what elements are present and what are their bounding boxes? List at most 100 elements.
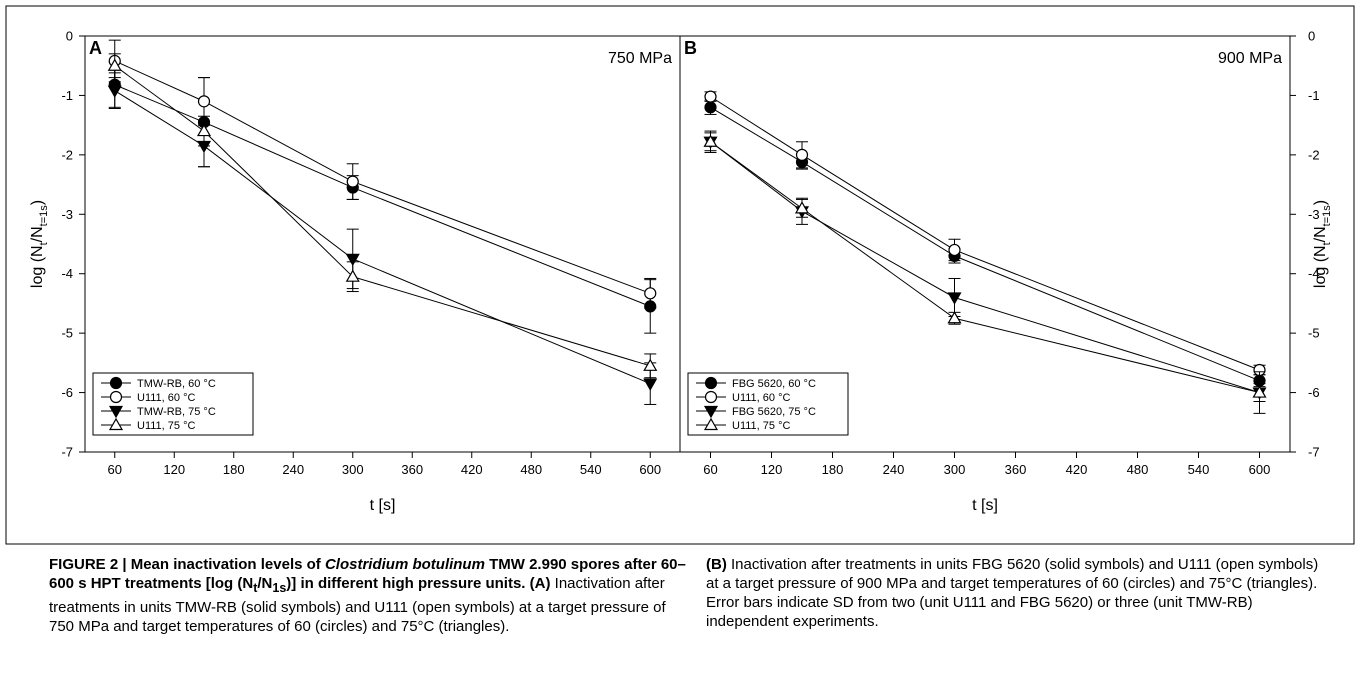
figure-frame (5, 5, 1355, 545)
panel-b-y-tick-label: -7 (1308, 445, 1320, 460)
panel-a-marker (345, 253, 360, 267)
panel-b-marker (703, 417, 719, 431)
panel-b-series-0 (704, 99, 1266, 388)
panel-a-y-axis-label-part: ) (29, 200, 46, 205)
panel-b-x-tick-label: 480 (1127, 462, 1149, 477)
caption-figure-label: FIGURE 2 | (49, 556, 131, 573)
panel-a-marker (107, 58, 122, 71)
panel-a-x-tick-label: 600 (639, 462, 661, 477)
caption-left: FIGURE 2 | Mean inactivation levels of C… (49, 555, 689, 636)
panel-b-series-2 (703, 130, 1267, 402)
panel-b-series-line (710, 141, 1260, 394)
panel-a-legend-label: TMW-RB, 75 °C (137, 406, 216, 418)
panel-b-y-tick-label: -4 (1308, 266, 1320, 281)
panel-b-x-tick-label: 420 (1066, 462, 1088, 477)
panel-b-y-tick-label: 0 (1308, 29, 1315, 44)
panel-b-marker (703, 134, 718, 147)
panel-a-y-tick-label: -6 (61, 385, 73, 400)
panel-b-y-tick-label: -2 (1308, 147, 1320, 162)
panel-a-y-tick-label: -3 (61, 207, 73, 222)
panel-b-marker (947, 292, 962, 305)
panel-b-marker (947, 311, 962, 324)
panel-a-y-axis-label-part: t=1s (38, 205, 50, 227)
panel-a-marker (346, 175, 359, 188)
caption-title-c: /N (257, 575, 273, 592)
panel-b-y-tick-label: -5 (1308, 326, 1320, 341)
panel-a-marker (197, 95, 211, 108)
panel-b-plot-frame (679, 35, 1291, 453)
panel-a-panel-label: A (89, 38, 102, 58)
panel-b-marker (794, 201, 810, 214)
panel-a-y-axis-label: log (Nt/Nt=1s) (29, 200, 50, 288)
panel-a-x-tick-label: 60 (108, 462, 122, 477)
panel-a-y-axis-label-part: t (38, 242, 50, 245)
caption-title-d: )] in different high pressure units. (286, 575, 526, 592)
panel-b-legend: FBG 5620, 60 °C U111, 60 °C FBG 5620, 75 °… (687, 372, 849, 436)
panel-a-series-line (114, 90, 651, 385)
caption-panel-a-label: (A) (525, 575, 551, 592)
panel-b-marker (704, 101, 717, 114)
panel-a-x-tick-label: 120 (163, 462, 185, 477)
panel-b-x-axis-label: t [s] (972, 497, 998, 514)
panel-b-pressure-annotation: 900 MPa (1218, 50, 1282, 67)
panel-b-y-axis-label-part: ) (1312, 200, 1329, 205)
panel-a-marker (644, 287, 657, 300)
panel-b-marker (703, 405, 719, 419)
panel-b-y-tick-label: -6 (1308, 385, 1320, 400)
panel-a-series-line (114, 84, 651, 307)
panel-b-series-1 (704, 90, 1266, 377)
panel-a-x-tick-label: 540 (580, 462, 602, 477)
caption-species: Clostridium botulinum (324, 556, 485, 573)
panel-b-marker (704, 90, 717, 103)
panel-a-pressure-annotation: 750 MPa (608, 50, 672, 67)
panel-a-x-axis-label: t [s] (370, 497, 396, 514)
panel-a-marker (108, 405, 124, 419)
panel-b-legend-label: U111, 75 °C (732, 420, 790, 432)
panel-a-x-tick-label: 480 (520, 462, 542, 477)
panel-a-marker (196, 123, 212, 137)
panel-a-marker (345, 269, 360, 282)
caption-title-b: TMW 2.990 spores after 60–600 s HPT trea… (49, 556, 686, 592)
panel-a-x-tick-label: 300 (342, 462, 364, 477)
panel-a-legend-label: U111, 75 °C (137, 420, 195, 432)
panel-b-x-tick-label: 600 (1249, 462, 1271, 477)
caption-sub-1s: 1s (272, 581, 287, 595)
panel-b-legend-label: U111, 60 °C (732, 392, 790, 404)
panel-b-marker (704, 376, 718, 390)
panel-b-series-3 (703, 132, 1267, 414)
panel-a-marker (643, 378, 658, 391)
panel-a-series-line (114, 65, 651, 367)
caption-panel-b-text: Inactivation after treatments in units F… (706, 556, 1319, 630)
panel-a-marker (109, 376, 123, 390)
panel-b-y-axis-label-part: t=1s (1321, 205, 1333, 227)
panel-a-x-tick-label: 180 (223, 462, 245, 477)
panel-a-legend-label: U111, 60 °C (137, 392, 195, 404)
panel-a-series-3 (107, 53, 658, 379)
panel-a-y-tick-label: -1 (61, 88, 73, 103)
panel-a-y-tick-label: -4 (61, 266, 73, 281)
panel-b-marker (795, 148, 809, 161)
panel-a-marker (108, 417, 124, 431)
panel-a-x-tick-label: 420 (461, 462, 483, 477)
panel-b-x-tick-label: 120 (761, 462, 783, 477)
panel-a-y-axis-label-part: log (N (29, 245, 46, 288)
panel-b-legend-label: FBG 5620, 60 °C (732, 378, 816, 390)
panel-b-y-axis-label: log (Nt/Nt=1s) (1312, 200, 1333, 288)
panel-a-y-tick-label: -5 (61, 326, 73, 341)
panel-b-marker (704, 390, 718, 404)
panel-a-x-tick-label: 240 (282, 462, 304, 477)
caption-panel-a-text: Inactivation after treatments in units T… (49, 575, 666, 635)
panel-a-series-1 (108, 39, 657, 309)
panel-a-legend: TMW-RB, 60 °C U111, 60 °C TMW-RB, 75 °C U11… (92, 372, 254, 436)
caption-panel-b-label: (B) (706, 556, 727, 573)
panel-b: 60 120 180 240 300 360 420 480 540 600 0 -1 -2 -3 -4 -5… (679, 29, 1333, 514)
panel-b-x-tick-label: 300 (944, 462, 966, 477)
panel-b-x-tick-label: 60 (703, 462, 717, 477)
panel-b-x-tick-label: 240 (883, 462, 905, 477)
panel-a-y-tick-label: 0 (66, 29, 73, 44)
panel-b-marker (948, 243, 961, 257)
panel-b-y-axis-label-part: t (1321, 242, 1333, 245)
panel-a: 60 120 180 240 300 360 420 480 540 600 0 -1 -2 -3 -4 -5… (29, 29, 681, 514)
panel-b-panel-label: B (684, 38, 697, 58)
